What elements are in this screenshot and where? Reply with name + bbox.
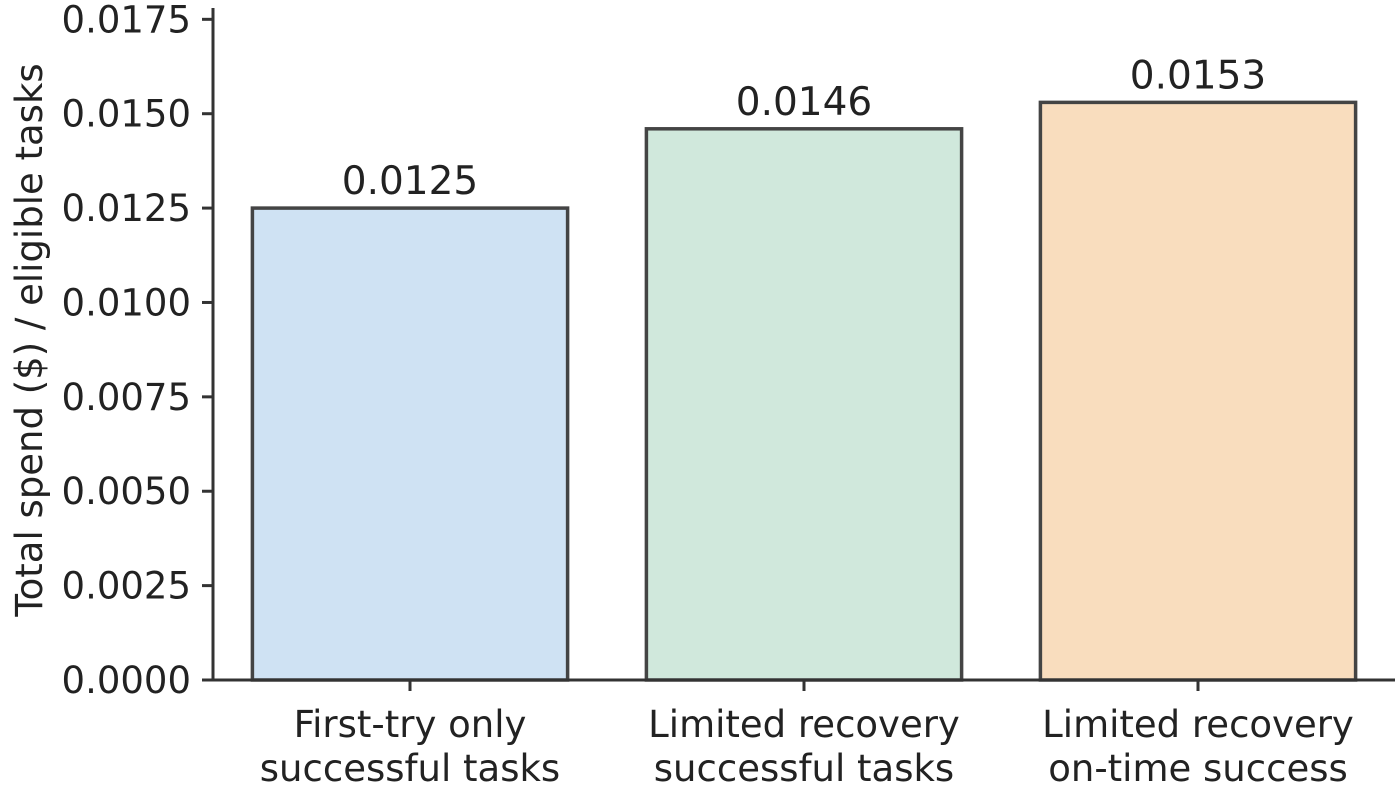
y-tick-label: 0.0100 <box>62 281 191 324</box>
y-tick-label: 0.0025 <box>62 565 191 608</box>
axes-lines <box>211 8 1395 682</box>
y-axis-ticks: 0.0000 0.0025 0.0050 0.0075 0.0100 0.0125 0.01… <box>62 0 213 702</box>
x-tick-label: Limited recovery successful tasks <box>648 703 960 790</box>
bar-value-label: 0.0146 <box>736 80 872 125</box>
bar <box>1038 100 1358 682</box>
bar-value-label: 0.0153 <box>1130 53 1266 98</box>
y-tick-label: 0.0150 <box>62 93 191 136</box>
y-tick-label: 0.0125 <box>62 187 191 230</box>
y-tick-label: 0.0000 <box>62 659 191 702</box>
y-tick-label: 0.0175 <box>62 0 191 41</box>
y-tick-label: 0.0075 <box>62 376 191 419</box>
bar-value-label: 0.0125 <box>342 159 478 204</box>
y-axis-title: Total spend ($) / eligible tasks <box>8 63 51 617</box>
x-tick-label: Limited recovery on-time success <box>1042 703 1354 790</box>
bar <box>250 206 570 682</box>
bars <box>250 100 1358 682</box>
bar <box>644 127 964 682</box>
x-tick-label: First-try only successful tasks <box>260 703 560 790</box>
bar-value-labels: 0.0125 0.0146 0.0153 <box>342 53 1266 204</box>
x-axis-ticks: First-try only successful tasks Limited re… <box>260 680 1354 790</box>
y-tick-label: 0.0050 <box>62 470 191 513</box>
